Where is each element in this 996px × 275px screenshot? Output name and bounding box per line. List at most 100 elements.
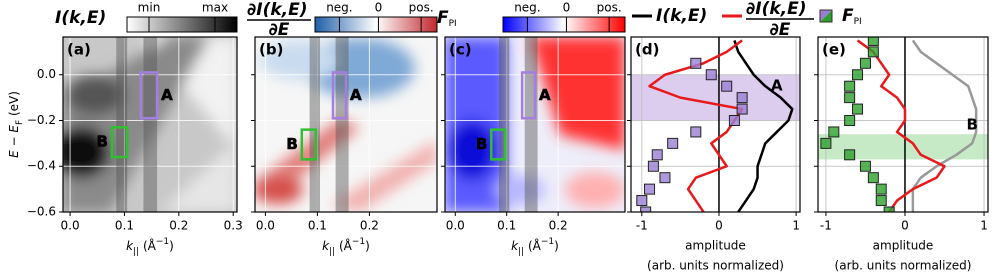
panel-title: FPI xyxy=(437,8,457,29)
colorbar-label: pos. xyxy=(409,1,434,15)
colorbar-label: min xyxy=(138,1,161,15)
label-part: k xyxy=(511,239,519,253)
panel-title: ∂E xyxy=(269,20,290,40)
label-part: F xyxy=(15,120,25,125)
marker xyxy=(721,80,733,92)
x-tick-label: 0 xyxy=(715,219,723,233)
plot-frame xyxy=(630,36,801,213)
x-axis-label: (arb. units normalized) xyxy=(647,259,784,273)
label-part: || xyxy=(133,247,139,257)
title-text: I(k,E) xyxy=(55,8,106,28)
colorbar-label: neg. xyxy=(326,1,352,15)
x-tick-label: 0.1 xyxy=(308,219,327,233)
panel-title: I(k,E) xyxy=(55,8,106,28)
region-box xyxy=(139,71,159,120)
region-label: A xyxy=(539,86,551,104)
x-axis-label: k|| (Å−1) xyxy=(126,237,174,257)
panel-label: (c) xyxy=(449,41,472,59)
marker xyxy=(867,46,879,58)
marker xyxy=(859,57,871,69)
legend-label: I(k,E) xyxy=(656,6,707,26)
annotation: A xyxy=(771,77,783,95)
legend-label: FPI xyxy=(842,6,862,27)
plot-frame xyxy=(62,36,238,213)
marker xyxy=(875,195,887,207)
x-tick-label: -1 xyxy=(820,219,832,233)
x-axis-label: (arb. units normalized) xyxy=(835,259,972,273)
label-part: (Å xyxy=(524,238,541,253)
plot-frame xyxy=(254,36,438,213)
marker xyxy=(728,114,740,126)
marker xyxy=(736,103,748,115)
label-part: −1 xyxy=(541,237,554,247)
marker xyxy=(647,160,659,172)
legend-text: F xyxy=(842,6,854,26)
colorbar-label: max xyxy=(202,1,228,15)
y-tick-label: −0.6 xyxy=(27,205,56,219)
k-band xyxy=(309,37,320,212)
k-band xyxy=(335,37,349,212)
annotation: B xyxy=(966,116,977,134)
colorbar xyxy=(314,16,438,33)
x-tick-label: 0.2 xyxy=(360,219,379,233)
k-band xyxy=(499,37,510,212)
panel-label: (e) xyxy=(822,41,846,59)
x-tick-label: 0.0 xyxy=(446,219,465,233)
x-axis-label: amplitude xyxy=(685,239,746,253)
panel-label: (a) xyxy=(67,41,91,59)
marker xyxy=(659,172,671,184)
title-text: ∂I(k,E) xyxy=(247,0,308,20)
x-tick-label: 0.1 xyxy=(497,219,516,233)
marker xyxy=(636,195,648,207)
x-tick-label: 0.2 xyxy=(549,219,568,233)
marker xyxy=(644,183,656,195)
region-label: A xyxy=(161,86,173,104)
series-line xyxy=(911,39,978,212)
label-part: || xyxy=(329,247,335,257)
label-part: k xyxy=(322,239,330,253)
x-tick-label: 0.0 xyxy=(256,219,275,233)
colorbar-label: pos. xyxy=(597,1,622,15)
marker xyxy=(852,69,864,81)
marker xyxy=(690,57,702,69)
region-label: B xyxy=(97,133,108,151)
panel-label: (b) xyxy=(259,41,283,59)
k-band xyxy=(524,37,538,212)
plot-area xyxy=(631,37,800,212)
marker xyxy=(640,206,652,212)
marker xyxy=(667,137,679,149)
region-box xyxy=(331,71,348,120)
legend-label: ∂I(k,E) xyxy=(746,0,807,19)
x-axis-label: amplitude xyxy=(873,239,934,253)
label-part: (Å xyxy=(139,238,156,253)
plot-area xyxy=(818,37,988,212)
x-tick-label: 1 xyxy=(792,219,800,233)
marker xyxy=(875,183,887,195)
title-text: F xyxy=(437,8,449,28)
x-tick-label: 0 xyxy=(901,219,909,233)
region-box xyxy=(300,128,318,161)
heatmap-image xyxy=(445,37,625,212)
region-label: A xyxy=(350,86,362,104)
plot-area xyxy=(63,37,237,212)
region-box xyxy=(490,128,507,161)
legend-text: I(k,E) xyxy=(656,6,707,26)
x-axis-label: k|| (Å−1) xyxy=(511,237,559,257)
marker xyxy=(867,37,879,46)
label-part: E − E xyxy=(7,125,21,158)
label-part: −1 xyxy=(156,237,169,247)
series-line xyxy=(856,39,946,212)
marker xyxy=(844,114,856,126)
x-tick-label: 0.0 xyxy=(61,219,80,233)
label-part: ) xyxy=(169,239,174,253)
x-axis-label: k|| (Å−1) xyxy=(322,237,370,257)
legend-text: ∂I(k,E) xyxy=(746,0,807,19)
highlight-band xyxy=(818,134,988,160)
heatmap-image xyxy=(63,37,237,212)
x-tick-label: 0.3 xyxy=(224,219,243,233)
label-part: ) xyxy=(554,239,559,253)
marker xyxy=(852,103,864,115)
marker xyxy=(651,149,663,161)
region-box xyxy=(520,71,537,120)
